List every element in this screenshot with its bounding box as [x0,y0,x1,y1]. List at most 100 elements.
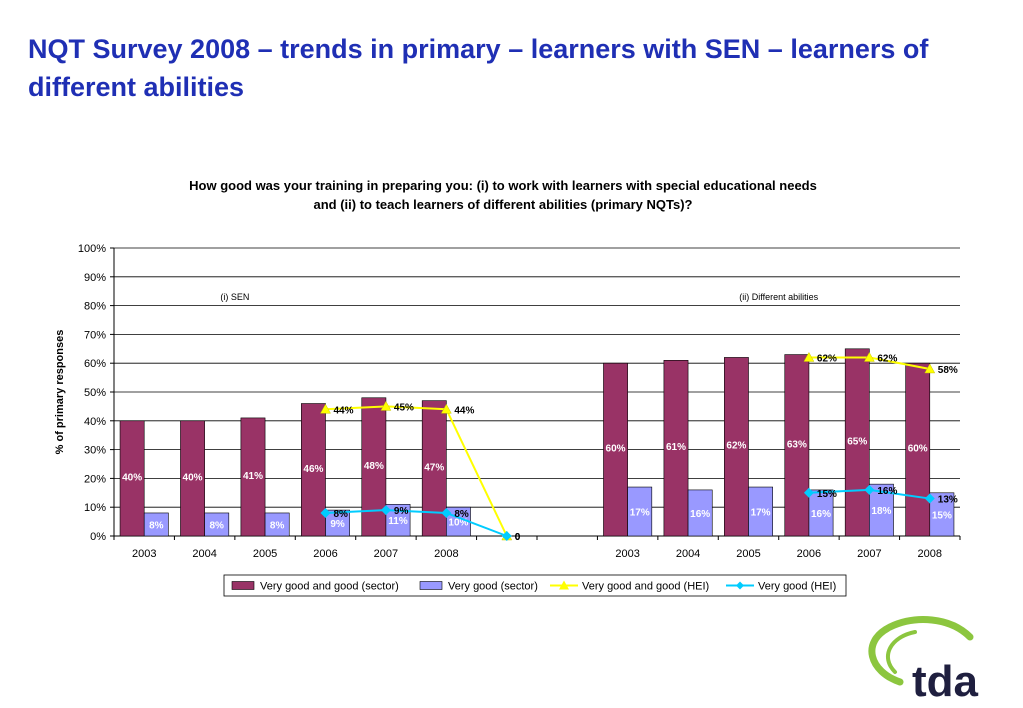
y-tick-label: 50% [84,387,106,399]
bar-label-sector-verygood: 11% [388,516,408,527]
x-tick-label: 2006 [797,548,821,560]
bar-label-sector-verygood: 9% [330,519,345,530]
line-hei-good-segment [385,405,447,411]
bar-label-sector-verygood: 8% [149,520,164,531]
line-hei-verygood-label: 16% [877,486,897,497]
bar-label-sector-good: 46% [303,464,323,475]
slide-title: NQT Survey 2008 – trends in primary – le… [28,34,929,102]
y-tick-label: 70% [84,329,106,341]
bar-sector-verygood [929,492,955,537]
line-hei-verygood-marker [864,484,875,495]
y-tick-label: 0% [90,531,106,543]
line-hei-verygood-segment [446,512,508,537]
bar-sector-verygood [627,486,653,537]
legend-label: Very good and good (HEI) [582,581,709,593]
x-tick-label: 2008 [434,548,458,560]
line-hei-verygood-marker [924,493,935,504]
y-tick-label: 90% [84,272,106,284]
line-hei-good-marker [924,363,936,374]
bar-sector-verygood [385,504,411,537]
line-hei-good-segment [869,356,930,370]
chart-title-line: How good was your training in preparing … [189,178,817,193]
bar-sector-good [663,360,689,537]
x-tick-label: 2003 [615,548,639,560]
logo-text: tda [912,657,979,702]
bar-label-sector-verygood: 18% [871,506,891,517]
bar-label-sector-verygood: 16% [811,509,831,520]
logo-swoosh [868,616,974,686]
line-hei-verygood-label: 9% [394,506,409,517]
line-hei-verygood-marker [320,507,331,518]
y-tick-label: 40% [84,416,106,428]
legend-swatch [419,581,443,590]
y-tick-label: 10% [84,502,106,514]
bar-label-sector-good: 41% [243,471,263,482]
line-hei-verygood-label: 8% [334,509,349,520]
bar-label-sector-verygood: 8% [270,520,285,531]
bar-label-sector-verygood: 10% [448,518,468,529]
y-tick-label: 60% [84,358,106,370]
line-hei-good-label: 44% [454,405,474,416]
y-tick-label: 80% [84,301,106,313]
line-hei-verygood-label: 15% [817,489,837,500]
line-hei-good-label: 45% [394,402,414,413]
bar-label-sector-verygood: 17% [751,508,771,519]
line-hei-verygood-label: 8% [454,509,469,520]
x-tick-label: 2004 [192,548,216,560]
line-hei-verygood-marker [380,505,391,516]
line-hei-verygood-segment [385,509,447,514]
line-hei-verygood-label: 0 [515,532,521,543]
bar-label-sector-good: 47% [424,462,444,473]
legend-swatch [231,581,255,590]
bar-label-sector-verygood: 8% [210,520,225,531]
line-hei-good-marker [803,351,815,362]
bar-sector-good [119,420,145,537]
line-hei-good-label: 62% [817,353,837,364]
bar-sector-verygood [325,509,350,537]
bar-label-sector-good: 60% [606,444,626,455]
bar-label-sector-good: 40% [122,472,142,483]
bar-label-sector-good: 40% [183,472,203,483]
bar-sector-verygood [748,486,773,537]
line-hei-good-marker [380,400,392,411]
x-tick-label: 2005 [736,548,760,560]
line-hei-good-label: 58% [938,365,958,376]
y-tick-label: 100% [78,243,106,255]
bar-label-sector-good: 65% [847,436,867,447]
bar-label-sector-good: 61% [666,442,686,453]
bar-sector-good [603,362,628,537]
x-tick-label: 2003 [132,548,156,560]
line-hei-verygood-marker [803,487,814,498]
x-tick-label: 2006 [313,548,337,560]
tda-logo: tda [868,616,979,702]
x-tick-label: 2004 [676,548,700,560]
bar-sector-verygood [808,489,834,537]
line-hei-verygood-segment [325,509,386,514]
line-hei-good-marker [863,351,875,362]
x-tick-label: 2005 [253,548,277,560]
line-hei-verygood-segment [808,488,870,494]
bar-sector-verygood [143,512,169,537]
x-tick-label: 2008 [918,548,942,560]
bar-sector-good [784,354,810,537]
bar-label-sector-verygood: 15% [932,510,952,521]
bar-sector-verygood [687,489,713,537]
logo-swoosh-inner [885,630,917,674]
legend-box [223,574,847,597]
bar-sector-good [240,417,266,537]
y-axis-label: % of primary responses [54,330,66,455]
line-hei-verygood-label: 13% [938,495,958,506]
line-hei-good-label: 0 [515,532,521,543]
y-tick-label: 20% [84,473,106,485]
line-hei-good-segment [325,405,386,411]
bar-label-sector-good: 63% [787,439,807,450]
legend-swatch-marker [736,581,744,590]
bar-label-sector-verygood: 17% [630,508,650,519]
bar-sector-good [724,357,749,537]
bar-sector-good [844,348,870,537]
chart-title-line: and (ii) to teach learners of different … [314,197,693,212]
bar-sector-verygood [264,512,290,537]
bar-label-sector-verygood: 16% [690,509,710,520]
bar-label-sector-good: 60% [908,444,928,455]
